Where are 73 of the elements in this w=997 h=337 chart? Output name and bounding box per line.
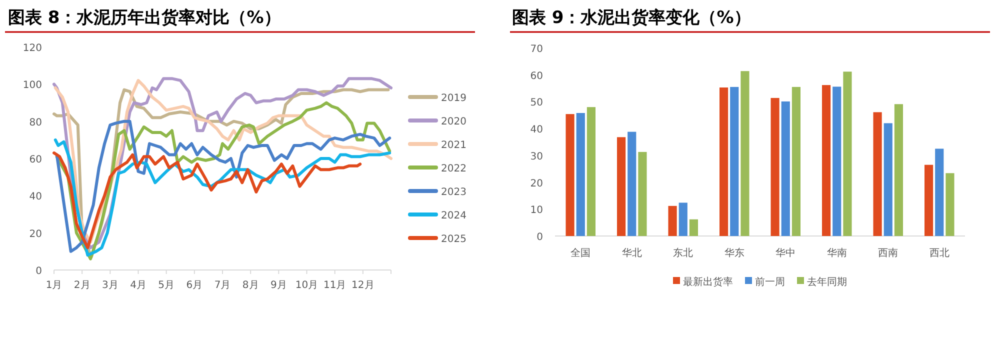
bar [678,202,688,236]
bar [935,148,944,236]
bar [792,86,801,236]
legend-label: 最新出货率 [683,276,733,288]
x-tick-label: 3月 [102,280,118,291]
bar [924,164,934,236]
legend-label: 2025 [441,234,466,245]
bar [689,219,698,236]
bar [873,112,882,236]
bar [781,101,790,236]
y-tick-label: 120 [22,43,42,54]
x-tick-label: 1月 [46,280,62,291]
legend-label: 前一周 [755,276,785,288]
y-tick-label: 30 [530,151,543,162]
legend-label: 2021 [441,140,466,151]
y-tick-label: 60 [29,154,42,166]
x-tick-label: 6月 [186,280,203,291]
x-tick-label: 2月 [74,280,90,291]
y-tick-label: 0 [536,232,543,243]
x-tick-label: 西南 [878,247,898,259]
bar [946,173,954,236]
y-tick-label: 100 [22,80,42,92]
y-tick-label: 10 [530,205,543,216]
bar [566,114,574,236]
x-tick-label: 4月 [130,280,146,291]
bar [884,123,892,236]
legend-label: 2024 [441,210,466,222]
legend-label: 2023 [441,187,466,198]
line-series [52,151,362,250]
x-tick-label: 12月 [352,280,374,291]
y-tick-label: 80 [29,117,42,128]
bar [770,98,780,236]
y-tick-label: 70 [530,44,543,55]
x-tick-label: 全国 [570,247,591,259]
bar [740,71,750,236]
bar [628,132,636,236]
bar [616,137,626,236]
x-tick-label: 8月 [242,280,259,291]
x-tick-label: 5月 [158,280,175,291]
x-tick-label: 华东 [724,247,744,259]
bar [832,86,842,236]
y-tick-label: 50 [530,98,543,109]
x-tick-label: 华中 [776,247,796,259]
x-tick-label: 9月 [270,280,287,291]
legend-label: 2020 [441,116,466,128]
y-tick-label: 60 [530,70,543,82]
y-tick-label: 20 [530,178,543,190]
x-tick-label: 西北 [929,247,950,259]
bar [638,152,647,236]
bar [894,104,904,236]
chart-title: 图表 8：水泥历年出货率对比（%） [8,8,281,28]
x-tick-label: 7月 [214,280,231,291]
y-tick-label: 40 [530,124,543,136]
y-tick-label: 40 [29,192,42,203]
chart-title: 图表 9：水泥出货率变化（%） [512,8,751,28]
y-tick-label: 0 [36,266,42,277]
legend-label: 2019 [441,93,466,104]
x-tick-label: 东北 [673,247,694,259]
y-tick-label: 20 [29,228,42,240]
legend-label: 2022 [441,164,466,174]
x-tick-label: 11月 [323,280,346,291]
bar [719,87,728,236]
bar [668,206,677,236]
bar [822,85,831,236]
bar [586,107,596,236]
x-tick-label: 华南 [826,247,847,259]
x-tick-label: 10月 [295,280,318,291]
bar [843,72,852,236]
bar [730,86,739,236]
line-series [55,120,392,253]
x-tick-label: 华北 [622,247,642,259]
bar [576,112,585,236]
legend-label: 去年同期 [807,276,847,288]
